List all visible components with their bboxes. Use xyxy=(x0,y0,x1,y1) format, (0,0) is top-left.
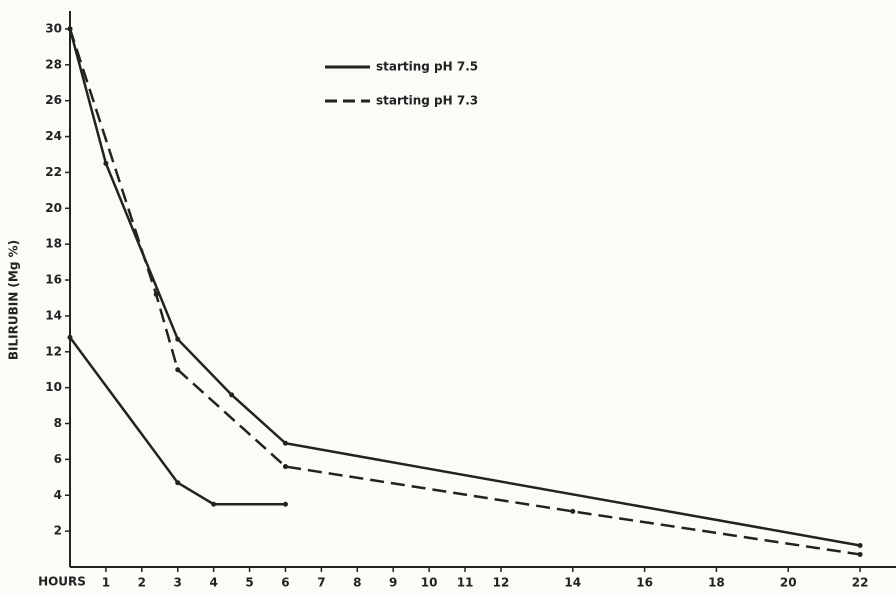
y-tick-label: 10 xyxy=(45,380,62,394)
x-tick-label: 7 xyxy=(317,576,325,590)
x-tick-label: 9 xyxy=(389,576,397,590)
series-line xyxy=(68,28,861,547)
data-point xyxy=(570,508,576,514)
data-point xyxy=(153,291,159,297)
data-point xyxy=(175,480,181,486)
x-tick-label: 10 xyxy=(421,576,438,590)
data-point xyxy=(175,336,181,342)
series-line xyxy=(68,28,861,556)
y-tick-label: 6 xyxy=(54,452,62,466)
y-tick-label: 8 xyxy=(54,416,62,430)
series-line xyxy=(68,336,286,506)
x-tick-label: 12 xyxy=(493,576,510,590)
x-tick-label: 2 xyxy=(138,576,146,590)
y-tick-label: 20 xyxy=(45,201,62,215)
data-point xyxy=(103,160,109,166)
data-point xyxy=(67,26,73,32)
x-axis-label: HOURS xyxy=(38,575,86,589)
x-tick-label: 3 xyxy=(174,576,182,590)
x-tick-label: 16 xyxy=(636,576,653,590)
y-tick-label: 14 xyxy=(45,308,62,322)
y-tick-label: 4 xyxy=(54,488,62,502)
y-tick-label: 28 xyxy=(45,57,62,71)
x-tick-label: 18 xyxy=(708,576,725,590)
legend-label: starting pH 7.5 xyxy=(376,60,478,74)
data-point xyxy=(857,551,863,557)
data-point xyxy=(229,392,235,398)
x-tick-label: 1 xyxy=(102,576,110,590)
data-point xyxy=(857,542,863,548)
y-tick-label: 22 xyxy=(45,165,62,179)
data-point xyxy=(67,334,73,340)
y-tick-label: 26 xyxy=(45,93,62,107)
y-axis-label: BILIRUBIN (Mg %) xyxy=(7,240,21,360)
x-tick-label: 6 xyxy=(281,576,289,590)
data-point xyxy=(282,501,288,507)
data-point xyxy=(282,440,288,446)
x-tick-label: 11 xyxy=(457,576,474,590)
y-tick-label: 30 xyxy=(45,21,62,35)
x-tick-label: 5 xyxy=(245,576,253,590)
y-tick-label: 24 xyxy=(45,129,62,143)
x-tick-label: 20 xyxy=(780,576,797,590)
x-tick-label: 22 xyxy=(852,576,869,590)
x-tick-label: 4 xyxy=(209,576,217,590)
y-tick-label: 12 xyxy=(45,344,62,358)
y-tick-label: 16 xyxy=(45,273,62,287)
data-point xyxy=(282,464,288,470)
y-tick-label: 2 xyxy=(54,524,62,538)
x-tick-label: 8 xyxy=(353,576,361,590)
legend-label: starting pH 7.3 xyxy=(376,94,478,108)
data-point xyxy=(175,367,181,373)
x-tick-label: 14 xyxy=(564,576,581,590)
y-tick-label: 18 xyxy=(45,237,62,251)
data-point xyxy=(211,501,217,507)
